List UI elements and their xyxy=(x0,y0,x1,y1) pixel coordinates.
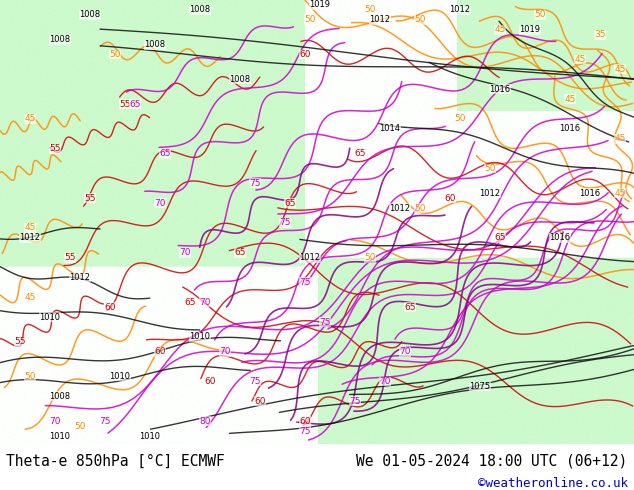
Text: 65: 65 xyxy=(129,99,141,109)
Text: 45: 45 xyxy=(495,25,506,34)
Text: 1012: 1012 xyxy=(20,233,41,243)
Text: 50: 50 xyxy=(24,372,36,381)
Text: 75: 75 xyxy=(320,318,331,326)
Text: 50: 50 xyxy=(365,253,376,262)
Text: 70: 70 xyxy=(179,248,191,257)
Text: 1012: 1012 xyxy=(479,189,500,198)
Text: 65: 65 xyxy=(495,233,506,243)
Text: 35: 35 xyxy=(594,30,605,39)
Text: 75: 75 xyxy=(249,179,261,188)
Text: 1014: 1014 xyxy=(380,124,401,133)
Text: 70: 70 xyxy=(154,198,165,208)
Text: 1012: 1012 xyxy=(450,5,470,14)
Text: 75: 75 xyxy=(279,219,291,227)
Text: 45: 45 xyxy=(614,65,626,74)
Text: 1016: 1016 xyxy=(550,233,571,243)
Text: 1012: 1012 xyxy=(370,15,391,24)
Text: 50: 50 xyxy=(534,10,546,20)
Text: 70: 70 xyxy=(199,298,210,307)
Text: 1010: 1010 xyxy=(190,332,210,342)
Text: 1019: 1019 xyxy=(519,25,541,34)
Text: 50: 50 xyxy=(365,5,376,14)
Text: 1008: 1008 xyxy=(190,5,210,14)
Text: 65: 65 xyxy=(159,149,171,158)
Text: 1016: 1016 xyxy=(559,124,581,133)
Text: 80: 80 xyxy=(199,416,210,426)
Text: 65: 65 xyxy=(234,248,246,257)
Text: 1075: 1075 xyxy=(469,382,491,391)
Text: ©weatheronline.co.uk: ©weatheronline.co.uk xyxy=(477,477,628,490)
Text: 1008: 1008 xyxy=(145,40,165,49)
Text: 55: 55 xyxy=(64,253,75,262)
Text: 60: 60 xyxy=(154,347,165,356)
Text: 75: 75 xyxy=(299,278,311,287)
Text: 1016: 1016 xyxy=(579,189,600,198)
Text: 45: 45 xyxy=(614,189,626,198)
Text: Theta-e 850hPa [°C] ECMWF: Theta-e 850hPa [°C] ECMWF xyxy=(6,454,225,469)
Text: 75: 75 xyxy=(249,377,261,386)
Text: 1012: 1012 xyxy=(70,273,91,282)
Text: 45: 45 xyxy=(614,134,626,143)
Text: 1016: 1016 xyxy=(489,85,510,94)
Text: 75: 75 xyxy=(349,397,361,406)
Text: 60: 60 xyxy=(299,50,311,59)
Text: 50: 50 xyxy=(74,421,86,431)
Text: 70: 70 xyxy=(379,377,391,386)
Text: 1008: 1008 xyxy=(49,392,70,401)
Text: 65: 65 xyxy=(354,149,366,158)
Text: 45: 45 xyxy=(24,114,36,123)
Text: 60: 60 xyxy=(104,303,116,312)
Text: 60: 60 xyxy=(254,397,266,406)
Text: We 01-05-2024 18:00 UTC (06+12): We 01-05-2024 18:00 UTC (06+12) xyxy=(356,454,628,469)
Text: 60: 60 xyxy=(444,194,456,203)
Text: 1012: 1012 xyxy=(299,253,321,262)
Text: 60: 60 xyxy=(204,377,216,386)
Text: 45: 45 xyxy=(24,223,36,232)
Text: 70: 70 xyxy=(399,347,411,356)
Text: 70: 70 xyxy=(49,416,61,426)
Text: 45: 45 xyxy=(574,55,586,64)
Text: 1008: 1008 xyxy=(49,35,70,44)
Text: 65: 65 xyxy=(404,303,416,312)
Text: 1010: 1010 xyxy=(139,432,160,441)
Text: 75: 75 xyxy=(299,427,311,436)
Text: 50: 50 xyxy=(484,164,496,173)
Text: 70: 70 xyxy=(219,347,231,356)
Text: 65: 65 xyxy=(284,198,295,208)
Text: 55: 55 xyxy=(49,144,61,153)
Text: 45: 45 xyxy=(24,293,36,302)
Text: 50: 50 xyxy=(304,15,316,24)
Text: 50: 50 xyxy=(109,50,120,59)
Text: 1012: 1012 xyxy=(389,204,410,213)
Text: 1010: 1010 xyxy=(110,372,131,381)
Text: 50: 50 xyxy=(414,204,426,213)
Text: 50: 50 xyxy=(414,15,426,24)
Text: 75: 75 xyxy=(100,416,111,426)
Text: 55: 55 xyxy=(14,338,26,346)
Text: 45: 45 xyxy=(564,95,576,103)
Text: 55: 55 xyxy=(84,194,96,203)
Text: 1010: 1010 xyxy=(39,313,60,321)
Text: 1008: 1008 xyxy=(230,75,250,84)
Text: 60: 60 xyxy=(299,416,311,426)
Text: 55: 55 xyxy=(119,99,131,109)
Text: 1010: 1010 xyxy=(49,432,70,441)
Text: 50: 50 xyxy=(454,114,466,123)
Text: 1019: 1019 xyxy=(309,0,330,9)
Text: 1008: 1008 xyxy=(79,10,101,20)
Text: 65: 65 xyxy=(184,298,196,307)
